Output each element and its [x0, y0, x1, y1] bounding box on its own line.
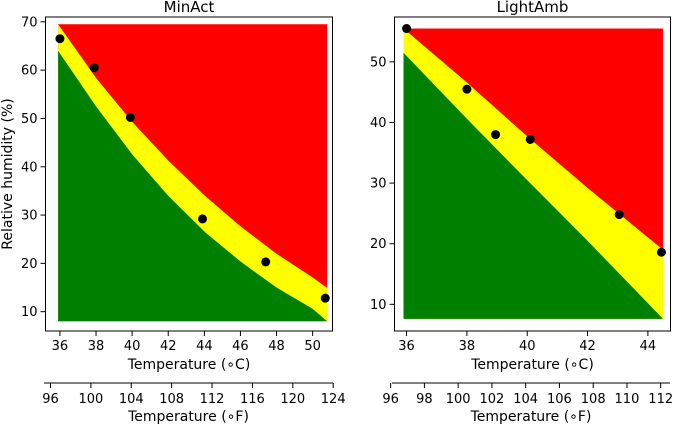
x-tick-label: 38 — [459, 339, 476, 354]
x-tick-label: 46 — [232, 339, 249, 354]
y-tick-label: 50 — [21, 112, 38, 127]
secondary-x-tick-label: 96 — [42, 392, 59, 407]
secondary-x-tick-label: 106 — [547, 392, 572, 407]
y-tick-label: 10 — [21, 305, 38, 320]
x-tick-label: 38 — [88, 339, 105, 354]
x-tick-label: 42 — [579, 339, 596, 354]
chart-panel-1: 36 38 40 42 44 46 48 50 10 20 30 40 50 60 70 MinAct Temp… — [0, 0, 346, 425]
y-tick-label: 30 — [21, 209, 38, 224]
secondary-x-tick-label: 124 — [321, 392, 346, 407]
x-tick-label: 48 — [268, 339, 285, 354]
secondary-x-tick-label: 104 — [119, 392, 144, 407]
secondary-x-tick-label: 100 — [446, 392, 471, 407]
secondary-x-tick-label: 102 — [480, 392, 505, 407]
y-tick-label: 50 — [370, 55, 387, 70]
chart-panel-2: 36 38 40 42 44 10 20 30 40 50 LightAmb Temperature … — [370, 0, 673, 425]
x-axis-label: Temperature (∘C) — [470, 357, 594, 373]
y-axis-label: Relative humidity (%) — [0, 98, 16, 249]
x-tick-label: 50 — [304, 339, 321, 354]
data-point — [261, 257, 271, 267]
y-tick-label: 40 — [370, 116, 387, 131]
secondary-x-tick-label: 116 — [240, 392, 265, 407]
axes-frame — [45, 16, 333, 332]
y-tick-label: 30 — [370, 177, 387, 192]
x-tick-label: 44 — [640, 339, 657, 354]
data-point — [55, 34, 65, 44]
x-axis-label: Temperature (∘C) — [127, 357, 251, 373]
y-tick-label: 10 — [370, 298, 387, 313]
chart-title: LightAmb — [497, 0, 569, 16]
y-tick-label: 60 — [21, 64, 38, 79]
data-point — [89, 63, 99, 73]
secondary-x-tick-label: 96 — [382, 392, 399, 407]
data-point — [462, 84, 472, 94]
secondary-x-tick-label: 104 — [513, 392, 538, 407]
x-tick-label: 42 — [160, 339, 177, 354]
secondary-x-tick-label: 108 — [159, 392, 184, 407]
secondary-x-tick-label: 100 — [78, 392, 103, 407]
region-green — [58, 50, 328, 322]
data-point — [198, 214, 208, 224]
data-point — [125, 112, 135, 122]
y-tick-label: 70 — [21, 15, 38, 30]
x-tick-label: 40 — [519, 339, 536, 354]
chart-title: MinAct — [164, 0, 215, 16]
data-point — [491, 130, 501, 140]
y-tick-label: 40 — [21, 160, 38, 175]
region-green — [403, 52, 663, 319]
x-tick-label: 40 — [124, 339, 141, 354]
secondary-x-tick-label: 112 — [648, 392, 673, 407]
data-point — [402, 24, 412, 34]
secondary-x-tick-label: 112 — [200, 392, 225, 407]
data-point — [320, 293, 330, 303]
axes-frame — [394, 16, 671, 332]
data-point — [525, 134, 535, 144]
y-tick-label: 20 — [370, 237, 387, 252]
secondary-x-tick-label: 98 — [416, 392, 433, 407]
y-tick-label: 20 — [21, 257, 38, 272]
x-tick-label: 44 — [196, 339, 213, 354]
data-point — [656, 247, 666, 257]
secondary-x-tick-label: 108 — [581, 392, 606, 407]
secondary-x-tick-label: 110 — [615, 392, 640, 407]
x-tick-label: 36 — [398, 339, 415, 354]
secondary-x-axis-label: Temperature (∘F) — [127, 409, 249, 425]
secondary-x-axis-label: Temperature (∘F) — [470, 409, 592, 425]
secondary-x-tick-label: 120 — [280, 392, 305, 407]
data-point — [614, 210, 624, 220]
x-tick-label: 36 — [52, 339, 69, 354]
